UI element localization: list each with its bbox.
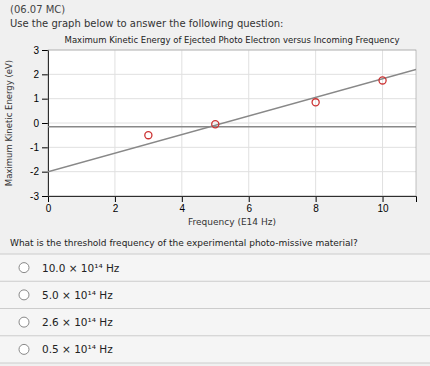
x-tick-label: 2	[113, 203, 119, 214]
y-tick: -3	[30, 191, 48, 202]
option-separator	[0, 335, 430, 336]
y-tick-mark	[42, 123, 48, 124]
x-tick: 0	[46, 196, 52, 214]
x-tick-label: 4	[180, 203, 186, 214]
x-tick-mark	[249, 196, 250, 202]
option-row	[0, 336, 430, 363]
grid	[48, 50, 416, 196]
options: 10.0 × 10¹⁴ Hz 5.0 × 10¹⁴ Hz 2.6 × 10¹⁴ Hz…	[0, 254, 430, 363]
chart-title: Maximum Kinetic Energy of Ejected Photo …	[65, 35, 400, 45]
y-axis-title: Maximum Kinetic Energy (eV)	[4, 60, 14, 186]
x-axis-line	[49, 197, 417, 203]
x-tick: 8	[313, 196, 319, 214]
option-text: 2.6 × 10¹⁴ Hz	[42, 316, 113, 328]
data-point	[212, 121, 219, 128]
x-tick: 10	[377, 196, 389, 214]
option-row	[0, 309, 430, 336]
x-tick: 6	[246, 196, 252, 214]
y-tick: 0	[33, 118, 48, 129]
option-separator	[0, 254, 430, 255]
y-tick-mark	[42, 196, 48, 197]
y-tick-label: -2	[30, 166, 39, 177]
grid-line-y	[48, 147, 416, 148]
grid-line-y	[48, 98, 416, 99]
y-axis-line	[42, 51, 49, 197]
x-tick-label: 8	[313, 203, 319, 214]
grid-line-y	[48, 171, 416, 172]
x-tick-label: 10	[377, 203, 389, 214]
y-tick: -2	[30, 166, 48, 177]
page: (06.07 MC) Use the graph below to answer …	[0, 0, 430, 366]
question: What is the threshold frequency of the e…	[10, 238, 358, 248]
option-row	[0, 281, 430, 308]
subheader: Use the graph below to answer the follow…	[10, 18, 283, 29]
y-tick-label: 0	[33, 118, 39, 129]
option-radio[interactable]	[19, 344, 29, 354]
y-tick: -1	[30, 142, 48, 153]
series-line	[48, 126, 416, 128]
option-text: 10.0 × 10¹⁴ Hz	[42, 262, 120, 274]
y-tick-mark	[42, 172, 48, 173]
y-tick-mark	[42, 99, 48, 100]
option-separator	[0, 308, 430, 309]
option-text: 5.0 × 10¹⁴ Hz	[42, 289, 113, 301]
x-tick-mark	[383, 196, 384, 202]
x-tick: 4	[180, 196, 186, 214]
option-row	[0, 254, 430, 281]
grid-line-y	[48, 123, 416, 124]
x-axis-title: Frequency (E14 Hz)	[188, 217, 276, 227]
x-axis: 0 2 4 6 8 10	[46, 196, 417, 214]
x-tick-mark	[115, 196, 116, 202]
option-text: 0.5 × 10¹⁴ Hz	[42, 343, 113, 355]
option-radio[interactable]	[19, 263, 29, 273]
x-tick-label: 6	[246, 203, 252, 214]
option-separator	[0, 281, 430, 282]
option-radio[interactable]	[19, 317, 29, 327]
y-tick-label: 3	[33, 45, 39, 56]
data-point	[312, 99, 319, 106]
data-point	[379, 77, 386, 84]
y-axis: -3 -2 -1 0 1 2 3	[30, 45, 48, 202]
x-tick-label: 0	[46, 203, 52, 214]
y-tick-label: -1	[30, 142, 39, 153]
y-tick-label: 2	[33, 69, 39, 80]
y-tick: 1	[33, 93, 48, 104]
y-tick-mark	[42, 147, 48, 148]
data-point	[145, 132, 152, 139]
x-tick: 2	[113, 196, 119, 214]
y-tick: 2	[33, 69, 48, 80]
y-tick-mark	[42, 74, 48, 75]
y-tick-label: -3	[30, 191, 39, 202]
y-tick: 3	[33, 45, 48, 56]
series-line	[48, 69, 416, 171]
plot-background	[48, 50, 416, 196]
option-separator	[0, 363, 430, 364]
marks	[48, 69, 416, 171]
y-tick-label: 1	[33, 93, 39, 104]
header: (06.07 MC)	[10, 4, 65, 15]
option-radio[interactable]	[19, 290, 29, 300]
y-tick-mark	[42, 50, 48, 51]
x-tick-mark	[316, 196, 317, 202]
grid-line-y	[48, 74, 416, 75]
plot-frame	[48, 50, 416, 196]
x-tick-mark	[182, 196, 183, 202]
